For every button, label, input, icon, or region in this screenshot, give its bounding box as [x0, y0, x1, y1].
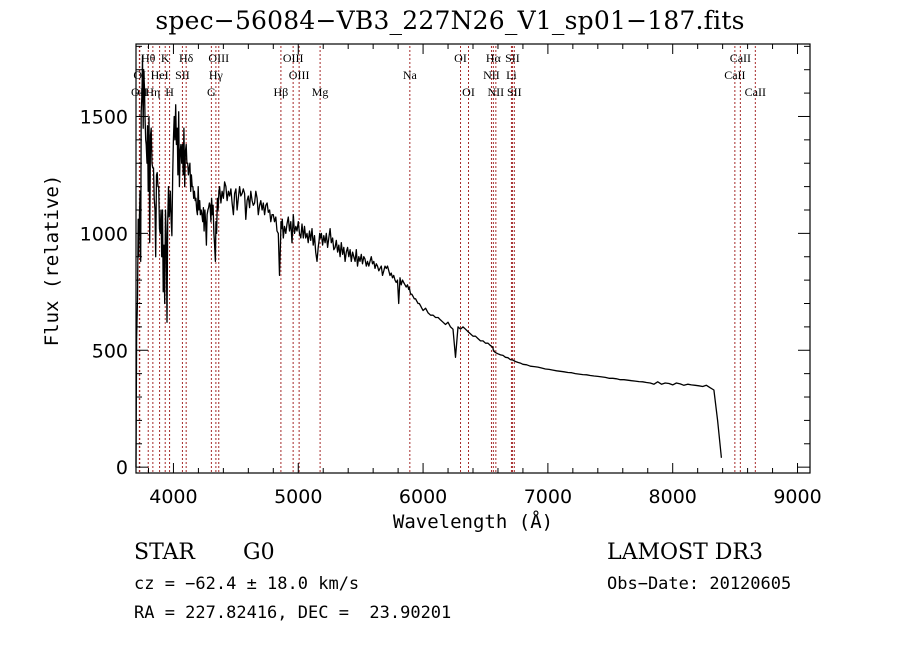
line-marker-label: Hβ: [274, 85, 289, 99]
x-tick-label: 8000: [649, 486, 697, 508]
x-axis-label: Wavelength (Å): [393, 510, 553, 533]
x-tick-label: 6000: [399, 486, 447, 508]
line-marker-label: G: [207, 85, 216, 99]
spectral-subclass: G0: [243, 540, 275, 565]
axis-ticks: [136, 44, 810, 473]
x-tick-label: 9000: [773, 486, 821, 508]
plot-frame: [135, 43, 811, 474]
y-axis-label: Flux (relative): [41, 175, 63, 347]
chart-title: spec−56084−VB3_227N26_V1_sp01−187.fits: [155, 6, 745, 35]
line-marker-label: Hα: [486, 51, 502, 65]
line-marker-label: OI: [462, 85, 475, 99]
survey-release: LAMOST DR3: [607, 540, 763, 565]
line-marker-label: Mg: [312, 85, 329, 99]
line-marker-label: OI: [454, 51, 467, 65]
line-marker-label: HeI: [151, 68, 169, 82]
line-markers: [138, 46, 756, 473]
line-marker-label: CaII: [730, 51, 751, 65]
line-marker-label: OIII: [283, 51, 304, 65]
y-tick-label: 1500: [80, 106, 128, 128]
axis-tick-labels: 4000 5000 6000 7000 8000 9000 0 500 1000 1500: [80, 106, 822, 508]
line-marker-label: SII: [175, 68, 190, 82]
object-class: STAR: [134, 540, 195, 565]
spectrum-line: [135, 55, 723, 468]
line-marker-label: Hθ: [141, 51, 156, 65]
observation-date: Obs−Date: 20120605: [607, 574, 792, 594]
redshift-velocity: cz = −62.4 ± 18.0 km/s: [134, 574, 360, 594]
line-marker-label: CaII: [745, 85, 766, 99]
x-tick-label: 4000: [149, 486, 197, 508]
line-marker-label: Hη: [145, 85, 160, 99]
line-marker-label: OIII: [208, 51, 229, 65]
coordinates: RA = 227.82416, DEC = 23.90201: [134, 603, 452, 623]
line-marker-label: Li: [506, 68, 517, 82]
line-marker-label: OIII: [289, 68, 310, 82]
line-marker-label: NII: [483, 68, 500, 82]
line-marker-label: SII: [505, 51, 520, 65]
line-marker-label: Na: [403, 68, 418, 82]
x-tick-label: 7000: [524, 486, 572, 508]
line-marker-label: K: [161, 51, 170, 65]
line-marker-label: NII: [488, 85, 505, 99]
line-marker-label: Hδ: [179, 51, 194, 65]
y-tick-label: 1000: [80, 223, 128, 245]
y-tick-label: 500: [92, 340, 128, 362]
line-marker-label: SII: [507, 85, 522, 99]
line-marker-label: H: [165, 85, 174, 99]
line-marker-label: Hγ: [209, 68, 224, 82]
y-tick-label: 0: [116, 457, 128, 479]
x-tick-label: 5000: [274, 486, 322, 508]
line-marker-label: CaII: [724, 68, 745, 82]
